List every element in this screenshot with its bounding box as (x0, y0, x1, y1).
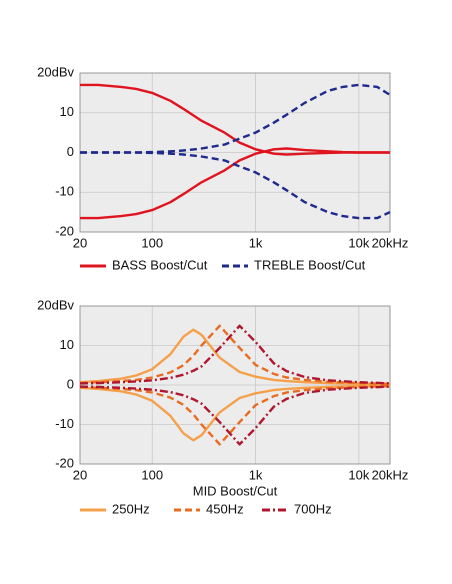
y-tick-label: 20dBv (37, 297, 74, 312)
curve (80, 151, 391, 220)
x-tick-label: 20 (73, 467, 87, 482)
x-axis-label: MID Boost/Cut (193, 483, 278, 498)
y-tick-label: -20 (55, 223, 74, 238)
x-tick-label: 1k (249, 467, 263, 482)
x-tick-label: 100 (141, 235, 163, 250)
x-tick-label: 100 (141, 467, 163, 482)
curve (79, 328, 391, 386)
curve (79, 324, 391, 385)
y-tick-label: 20dBv (37, 64, 74, 79)
y-tick-label: -10 (55, 184, 74, 199)
curve (79, 385, 391, 446)
curve (79, 384, 391, 442)
y-tick-label: 10 (60, 104, 74, 119)
legend-label: TREBLE Boost/Cut (254, 257, 366, 272)
x-tick-label: 20 (73, 235, 87, 250)
y-tick-label: 0 (67, 376, 74, 391)
legend-label: BASS Boost/Cut (112, 257, 208, 272)
curve (79, 324, 391, 385)
y-tick-label: 0 (67, 144, 74, 159)
x-tick-label: 20kHz (372, 235, 409, 250)
y-tick-label: 10 (60, 337, 74, 352)
legend-label: 700Hz (294, 501, 332, 516)
x-tick-label: 10k (348, 235, 369, 250)
x-tick-label: 20kHz (372, 467, 409, 482)
plot-frame (79, 305, 391, 465)
legend-label: 250Hz (112, 501, 150, 516)
legend-label: 450Hz (206, 501, 244, 516)
x-tick-label: 1k (249, 235, 263, 250)
y-tick-label: -10 (55, 416, 74, 431)
curve (80, 147, 390, 220)
x-tick-label: 10k (348, 467, 369, 482)
curve (79, 385, 391, 446)
y-tick-label: -20 (55, 455, 74, 470)
